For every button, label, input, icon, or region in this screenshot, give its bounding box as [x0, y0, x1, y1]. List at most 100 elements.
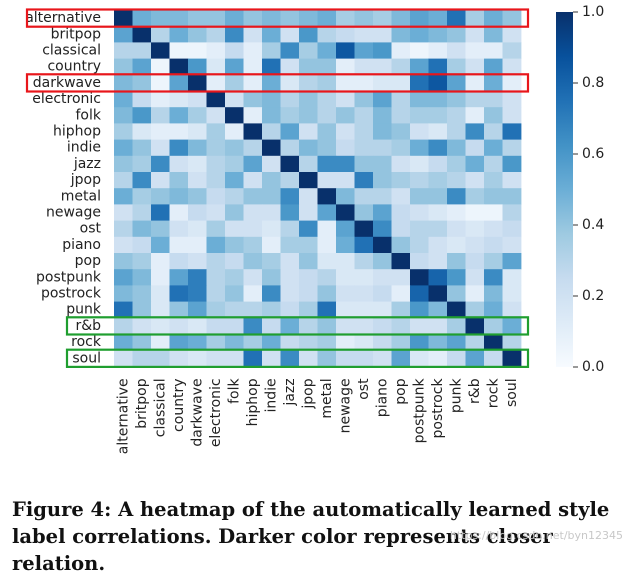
heatmap-cell-darkwave-darkwave: [188, 74, 207, 92]
heatmap-cell-soul-soul: [502, 350, 522, 367]
heatmap-cell-pop-jazz: [280, 253, 300, 270]
heatmap-cell-electronic-jpop: [299, 91, 318, 108]
column-label-jpop: jpop: [300, 378, 316, 409]
column-label-postpunk: postpunk: [411, 378, 427, 444]
heatmap-cell-folk-postrock: [428, 107, 448, 124]
heatmap-cell-classical-newage: [336, 42, 355, 59]
heatmap-cell-randb-metal: [317, 317, 337, 335]
heatmap-cell-rock-piano: [373, 334, 392, 351]
heatmap-cell-britpop-darkwave: [188, 26, 207, 43]
heatmap-cell-ost-ost: [354, 220, 374, 238]
heatmap-cell-postrock-punk: [447, 285, 466, 302]
heatmap-cell-jazz-alternative: [114, 155, 133, 173]
column-label-newage: newage: [337, 378, 353, 433]
heatmap-cell-punk-postpunk: [410, 301, 429, 319]
heatmap-cell-classical-metal: [317, 42, 337, 59]
heatmap-cell-folk-classical: [151, 107, 170, 124]
heatmap-cell-rock-pop: [391, 334, 411, 351]
heatmap-cell-punk-electronic: [206, 301, 226, 319]
colorbar-tick-label: 0.4: [582, 217, 604, 233]
heatmap-cell-folk-punk: [447, 107, 466, 124]
heatmap-cell-ost-pop: [391, 220, 411, 238]
heatmap-cell-piano-piano: [373, 236, 392, 254]
heatmap-cell-classical-punk: [447, 42, 466, 59]
heatmap-cell-metal-britpop: [132, 188, 152, 205]
row-label-ost: ost: [80, 221, 102, 237]
heatmap-cell-newage-piano: [373, 204, 392, 221]
heatmap-cell-electronic-classical: [151, 91, 170, 108]
heatmap-cell-piano-darkwave: [188, 236, 207, 254]
heatmap-cell-britpop-jazz: [280, 26, 300, 43]
heatmap-cell-metal-folk: [225, 188, 244, 205]
heatmap-cell-rock-jazz: [280, 334, 300, 351]
heatmap-cell-postpunk-electronic: [206, 269, 226, 286]
heatmap-cell-country-hiphop: [243, 58, 263, 76]
heatmap-cell-newage-alternative: [114, 204, 133, 221]
colorbar: 0.0 0.2 0.4 0.6 0.8 1.0: [556, 4, 604, 375]
heatmap-cell-randb-alternative: [114, 317, 133, 335]
column-label-soul: soul: [504, 378, 520, 407]
heatmap-cell-ost-indie: [262, 220, 281, 238]
heatmap-cell-electronic-folk: [225, 91, 244, 108]
heatmap-cell-indie-classical: [151, 139, 170, 157]
heatmap-cell-britpop-jpop: [299, 26, 318, 43]
heatmap-cell-pop-pop: [391, 253, 411, 270]
row-label-electronic: electronic: [32, 91, 101, 107]
heatmap-cell-hiphop-newage: [336, 123, 355, 140]
heatmap-cell-pop-ost: [354, 253, 374, 270]
heatmap-cell-ost-country: [169, 220, 189, 238]
heatmap-cell-britpop-rock: [484, 26, 503, 43]
heatmap-cell-classical-darkwave: [188, 42, 207, 59]
heatmap-cell-soul-jpop: [299, 350, 318, 367]
heatmap-cell-randb-britpop: [132, 317, 152, 335]
heatmap-cell-rock-hiphop: [243, 334, 263, 351]
heatmap-cell-alternative-pop: [391, 10, 411, 27]
heatmap-cell-soul-postrock: [428, 350, 448, 367]
heatmap-cell-metal-jpop: [299, 188, 318, 205]
heatmap-cell-postpunk-hiphop: [243, 269, 263, 286]
heatmap-cell-country-folk: [225, 58, 244, 76]
heatmap-cell-jpop-classical: [151, 172, 170, 189]
heatmap-cell-darkwave-newage: [336, 74, 355, 92]
heatmap-cell-ost-postpunk: [410, 220, 429, 238]
heatmap-cell-darkwave-metal: [317, 74, 337, 92]
column-label-indie: indie: [263, 378, 279, 412]
heatmap-cell-hiphop-classical: [151, 123, 170, 140]
heatmap-cell-pop-britpop: [132, 253, 152, 270]
heatmap-cell-postrock-pop: [391, 285, 411, 302]
heatmap-cell-jazz-randb: [465, 155, 485, 173]
heatmap-cell-postrock-jazz: [280, 285, 300, 302]
heatmap-cell-folk-alternative: [114, 107, 133, 124]
heatmap-cell-punk-jpop: [299, 301, 318, 319]
heatmap-cell-electronic-country: [169, 91, 189, 108]
heatmap-cell-metal-ost: [354, 188, 374, 205]
heatmap-cell-country-postrock: [428, 58, 448, 76]
heatmap-cell-electronic-rock: [484, 91, 503, 108]
heatmap-cell-piano-electronic: [206, 236, 226, 254]
heatmap-cell-pop-country: [169, 253, 189, 270]
row-label-postpunk: postpunk: [36, 269, 102, 285]
heatmap-cell-newage-postrock: [428, 204, 448, 221]
heatmap-cell-indie-piano: [373, 139, 392, 157]
heatmap-cell-punk-rock: [484, 301, 503, 319]
heatmap-cell-postrock-country: [169, 285, 189, 302]
heatmap-cell-soul-folk: [225, 350, 244, 367]
row-label-rock: rock: [71, 334, 102, 350]
heatmap-cell-ost-alternative: [114, 220, 133, 238]
heatmap-cell-jpop-folk: [225, 172, 244, 189]
heatmap-cell-hiphop-rock: [484, 123, 503, 140]
heatmap-cell-metal-country: [169, 188, 189, 205]
heatmap-cell-randb-pop: [391, 317, 411, 335]
heatmap-cell-rock-classical: [151, 334, 170, 351]
heatmap-cell-postrock-randb: [465, 285, 485, 302]
heatmap-cell-newage-electronic: [206, 204, 226, 221]
heatmap-cell-electronic-darkwave: [188, 91, 207, 108]
heatmap-cell-country-electronic: [206, 58, 226, 76]
heatmap-cell-britpop-newage: [336, 26, 355, 43]
heatmap-cell-darkwave-soul: [502, 74, 522, 92]
heatmap-cell-postpunk-country: [169, 269, 189, 286]
watermark-text: https://blog.csdn.net/byn12345: [449, 529, 623, 542]
heatmap-cell-country-punk: [447, 58, 466, 76]
colorbar-ticks: 0.0 0.2 0.4 0.6 0.8 1.0: [573, 4, 604, 375]
heatmap-cell-rock-soul: [502, 334, 522, 351]
